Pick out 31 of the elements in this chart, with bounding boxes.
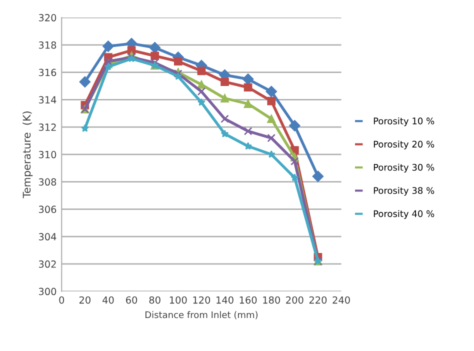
y-tick-label: 312 [38, 124, 56, 131]
x-tick-label: 200 [286, 296, 304, 304]
x-axis-title: Distance from Inlet (mm) [145, 311, 258, 320]
x-tick-label: 180 [263, 296, 280, 304]
legend-label: Porosity 20 % [374, 140, 434, 150]
legend-label: Porosity 10 % [374, 117, 434, 126]
legend-label: Porosity 38 % [374, 186, 434, 196]
x-tick-label: 60 [126, 296, 138, 304]
y-tick-label: 308 [38, 178, 56, 186]
y-tick-label: 320 [38, 14, 56, 22]
x-tick-label: 100 [170, 296, 187, 304]
x-tick-label: 140 [216, 296, 234, 304]
legend-label: Porosity 30 % [374, 164, 434, 172]
x-tick-label: 120 [193, 296, 210, 304]
x-tick-label: 40 [102, 296, 114, 304]
x-tick-label: 160 [240, 296, 257, 304]
y-tick-label: 310 [38, 150, 56, 158]
x-tick-label: 240 [332, 296, 350, 304]
y-tick-label: 314 [38, 96, 56, 104]
x-tick-label: 0 [59, 296, 64, 304]
legend-label: Porosity 40 % [374, 210, 434, 219]
y-axis-title: Temperature (K) [22, 112, 33, 198]
x-tick-label: 20 [79, 296, 90, 304]
y-tick-label: 300 [38, 288, 56, 296]
x-tick-label: 220 [309, 296, 327, 304]
y-tick-label: 318 [38, 41, 56, 49]
y-tick-label: 306 [38, 206, 56, 214]
y-tick-label: 316 [38, 68, 56, 76]
y-tick-label: 304 [38, 233, 56, 240]
x-tick-label: 80 [149, 296, 160, 304]
y-tick-label: 302 [38, 260, 56, 268]
